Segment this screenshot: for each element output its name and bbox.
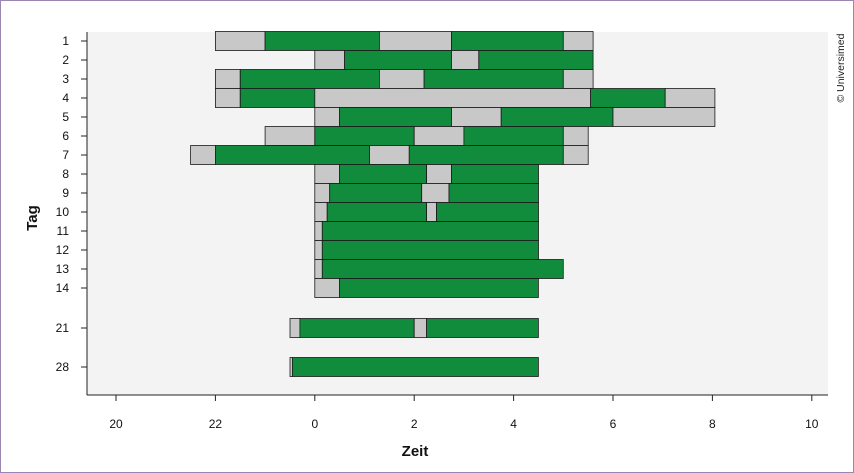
bar-tag-9-wake-0 (314, 183, 331, 203)
y-tick-label-8: 8 (62, 167, 69, 181)
bar-tag-6-sleep-1 (314, 126, 415, 146)
bar-tag-6-wake-0 (264, 126, 316, 146)
bar-tag-8-wake-0 (314, 164, 340, 184)
bar-tag-4-sleep-3 (590, 88, 666, 108)
bar-tag-11-wake-0 (314, 221, 323, 241)
y-tick-label-28: 28 (56, 360, 70, 374)
bar-tag-3-sleep-1 (239, 69, 380, 89)
bar-tag-9-sleep-1 (329, 183, 423, 203)
bar-tag-5-wake-2 (451, 107, 502, 127)
bar-tag-1-wake-4 (562, 31, 594, 51)
bar-tag-14-sleep-1 (339, 278, 539, 298)
bar-tag-9-sleep-3 (448, 183, 539, 203)
bar-tag-8-wake-2 (426, 164, 452, 184)
bar-tag-11-sleep-1 (321, 221, 539, 241)
bar-tag-10-sleep-3 (436, 202, 539, 222)
x-tick-label-2: 0 (311, 417, 318, 431)
bar-tag-5-sleep-3 (500, 107, 614, 127)
y-tick-label-12: 12 (56, 243, 70, 257)
y-tick-label-2: 2 (62, 53, 69, 67)
bar-tag-8-sleep-3 (451, 164, 539, 184)
bar-tag-7-sleep-1 (214, 145, 370, 165)
bars-group (190, 31, 716, 377)
bar-tag-4-sleep-1 (239, 88, 316, 108)
x-axis-ticks: 20 22 0 2 4 6 8 10 (109, 395, 819, 431)
bar-tag-4-wake-0 (214, 88, 241, 108)
bar-tag-5-wake-4 (612, 107, 716, 127)
bar-tag-4-wake-4 (664, 88, 716, 108)
bar-tag-2-sleep-1 (344, 50, 452, 70)
y-tick-label-9: 9 (62, 186, 69, 200)
bar-tag-3-sleep-3 (423, 69, 564, 89)
bar-tag-5-wake-0 (314, 107, 340, 127)
y-tick-label-10: 10 (56, 205, 70, 219)
y-tick-label-3: 3 (62, 72, 69, 86)
bar-tag-13-wake-0 (314, 259, 323, 279)
bar-tag-2-wake-2 (451, 50, 480, 70)
bar-tag-10-sleep-1 (326, 202, 428, 222)
bar-tag-7-wake-2 (369, 145, 410, 165)
bar-tag-5-sleep-1 (339, 107, 452, 127)
bar-tag-10-wake-0 (314, 202, 328, 222)
x-tick-label-0: 20 (109, 417, 123, 431)
bar-tag-9-wake-2 (421, 183, 450, 203)
bar-tag-1-sleep-1 (264, 31, 380, 51)
x-tick-label-1: 22 (209, 417, 223, 431)
bar-tag-1-sleep-3 (451, 31, 564, 51)
bar-tag-7-wake-4 (562, 145, 589, 165)
bar-tag-8-sleep-1 (339, 164, 428, 184)
bar-tag-3-wake-4 (562, 69, 594, 89)
bar-tag-12-wake-0 (314, 240, 323, 260)
bar-tag-4-wake-2 (314, 88, 591, 108)
bar-tag-2-wake-0 (314, 50, 345, 70)
bar-tag-2-sleep-3 (478, 50, 594, 70)
bar-tag-3-wake-0 (214, 69, 241, 89)
y-tick-label-21: 21 (56, 321, 70, 335)
bar-tag-10-wake-2 (426, 202, 437, 222)
x-tick-label-6: 8 (709, 417, 716, 431)
y-tick-label-14: 14 (56, 281, 70, 295)
y-tick-label-7: 7 (62, 148, 69, 162)
copyright-text: © Universimed (835, 33, 847, 102)
x-tick-label-4: 4 (510, 417, 517, 431)
bar-tag-21-wake-2 (413, 318, 428, 338)
bar-tag-1-wake-0 (214, 31, 266, 51)
x-tick-label-3: 2 (411, 417, 418, 431)
bar-tag-6-wake-4 (562, 126, 589, 146)
y-tick-label-13: 13 (56, 262, 70, 276)
bar-tag-1-wake-2 (378, 31, 452, 51)
y-tick-label-5: 5 (62, 110, 69, 124)
x-tick-label-7: 10 (805, 417, 819, 431)
bar-tag-14-wake-0 (314, 278, 340, 298)
bar-tag-21-wake-0 (289, 318, 301, 338)
bar-tag-6-sleep-3 (463, 126, 564, 146)
y-axis-title: Tag (24, 205, 41, 231)
y-tick-label-11: 11 (57, 224, 70, 238)
bar-tag-7-sleep-3 (408, 145, 564, 165)
bar-tag-21-sleep-1 (299, 318, 415, 338)
bar-tag-12-sleep-1 (321, 240, 539, 260)
x-axis-title: Zeit (402, 443, 429, 460)
bar-tag-28-sleep-1 (291, 357, 539, 377)
bar-tag-13-sleep-1 (321, 259, 564, 279)
bar-tag-7-wake-0 (190, 145, 216, 165)
y-tick-label-1: 1 (62, 34, 69, 48)
y-tick-label-4: 4 (62, 91, 69, 105)
bar-tag-6-wake-2 (413, 126, 465, 146)
x-tick-label-5: 6 (610, 417, 617, 431)
y-tick-label-6: 6 (62, 129, 69, 143)
bar-tag-21-sleep-3 (426, 318, 539, 338)
bar-tag-3-wake-2 (378, 69, 425, 89)
